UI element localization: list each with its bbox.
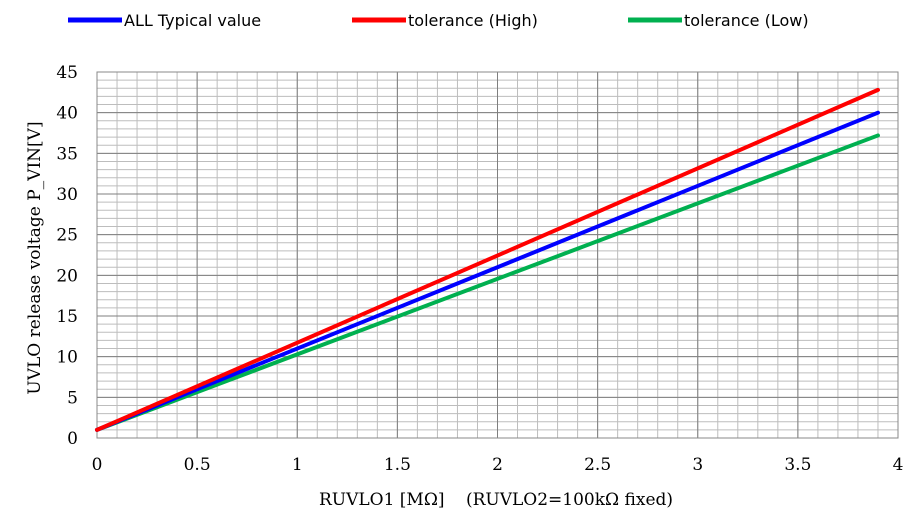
- y-tick-label: 25: [56, 226, 78, 246]
- series-line-all-typical-value: [95, 110, 880, 432]
- legend-label-high: tolerance (High): [408, 11, 538, 30]
- x-tick-label: 3.5: [784, 455, 811, 475]
- x-tick-label: 1.5: [384, 455, 411, 475]
- x-tick-label: 2.5: [584, 455, 611, 475]
- legend-label-low: tolerance (Low): [684, 11, 809, 30]
- y-tick-label: 30: [56, 185, 78, 205]
- x-axis-label: RUVLO1 [MΩ] (RUVLO2=100kΩ fixed): [319, 490, 673, 510]
- y-tick-label: 0: [67, 429, 78, 449]
- series-line-tolerance-low: [95, 133, 880, 432]
- x-axis-label-note: (RUVLO2=100kΩ fixed): [466, 490, 673, 510]
- series-group: [95, 87, 880, 432]
- x-tick-label: 0: [92, 455, 103, 475]
- y-axis-label: UVLO release voltage P_VIN[V]: [25, 121, 45, 394]
- x-tick-label: 0.5: [184, 455, 211, 475]
- x-tick-labels: 0 0.5 1 1.5 2 2.5 3 3.5 4: [92, 455, 904, 475]
- y-tick-label: 45: [56, 63, 78, 83]
- y-tick-label: 20: [56, 266, 78, 286]
- y-tick-label: 15: [56, 307, 78, 327]
- legend-label-typical: ALL Typical value: [124, 11, 261, 30]
- y-tick-label: 10: [56, 348, 78, 368]
- x-tick-label: 2: [492, 455, 503, 475]
- x-tick-label: 1: [292, 455, 303, 475]
- plot-frame: [96, 71, 899, 439]
- y-tick-label: 5: [67, 388, 78, 408]
- series-line-tolerance-high: [95, 87, 880, 432]
- y-tick-labels: 0 5 10 15 20 25 30 35 40 45: [56, 63, 78, 449]
- legend: ALL Typical value tolerance (High) toler…: [68, 11, 809, 30]
- x-tick-label: 3: [692, 455, 703, 475]
- y-tick-label: 35: [56, 144, 78, 164]
- x-tick-label: 4: [893, 455, 904, 475]
- y-tick-label: 40: [56, 104, 78, 124]
- x-axis-label-main: RUVLO1 [MΩ]: [319, 490, 445, 510]
